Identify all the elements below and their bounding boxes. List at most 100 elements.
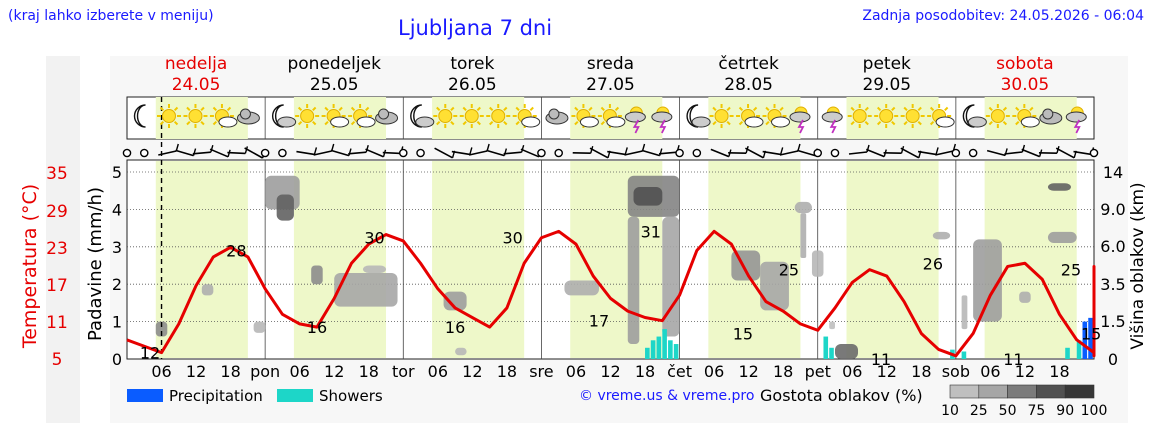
wind-barb: [175, 149, 194, 157]
credit-link[interactable]: © vreme.us & vreme.pro: [579, 388, 755, 404]
sun-ray: [738, 120, 744, 126]
sun-ray: [988, 106, 993, 112]
hour-tick-label: 18: [497, 362, 517, 381]
cloud-blob: [443, 291, 467, 311]
cloud-puff: [1065, 111, 1087, 123]
temperature-label: 16: [445, 318, 465, 337]
cloud-blob: [961, 295, 968, 330]
wind-barb: [935, 150, 954, 156]
showers-swatch: [277, 389, 313, 402]
sun-ray: [212, 106, 217, 112]
cloud-blob: [633, 186, 663, 206]
wind-barb-flag: [641, 143, 646, 152]
region-hint: (kraj lahko izberete v meniju): [8, 8, 214, 24]
cloud-blob: [834, 344, 859, 359]
temperature-tick: 29: [46, 202, 68, 222]
hour-tick-label: 06: [289, 362, 309, 381]
sun-ray: [489, 120, 494, 126]
wind-barb: [451, 150, 470, 156]
sun-ray: [1029, 106, 1034, 112]
wind-barb: [434, 147, 453, 159]
day-short-label: tor: [392, 362, 415, 381]
hour-tick-label: 12: [738, 362, 758, 381]
sun-ray: [712, 120, 717, 126]
sun-ray: [876, 106, 882, 112]
page-title: Ljubljana 7 dni: [398, 16, 553, 40]
moon-cloud-icon: [962, 104, 987, 128]
hour-tick-label: 06: [428, 362, 448, 381]
day-name: ponedeljek: [287, 54, 381, 74]
sun-disk: [852, 109, 867, 123]
cloud-puff: [579, 116, 599, 128]
wind-barb: [192, 151, 211, 155]
cloud-puff: [1020, 116, 1040, 128]
cloud-puff: [651, 111, 673, 123]
cloud-blob: [760, 261, 789, 311]
temperature-label: 25: [779, 261, 799, 280]
cloud-puff: [624, 111, 646, 123]
cloud-density-label: Gostota oblakov (%): [760, 386, 923, 405]
sun-ray: [515, 120, 520, 126]
cloud-puff: [330, 116, 350, 128]
cloud-icon: [545, 108, 569, 125]
wind-barb: [641, 149, 661, 157]
sun-ray: [765, 120, 770, 126]
sun-ray: [476, 120, 481, 126]
daylight-band: [846, 161, 939, 358]
cloud-blob: [973, 239, 1002, 322]
lightning-bolt: [659, 119, 667, 134]
temperature-line: [126, 229, 1096, 358]
wind-barb: [1004, 151, 1023, 155]
sun-ray: [574, 120, 579, 126]
sun-ray: [503, 120, 508, 126]
wind-barb: [865, 148, 885, 158]
density-swatch: [1007, 384, 1037, 399]
sun-ray: [159, 120, 165, 126]
wind-barb-flag: [210, 145, 214, 153]
cloud-blob: [311, 265, 323, 285]
last-updated: Zadnja posodobitev: 24.05.2026 - 06:04: [862, 8, 1144, 24]
density-swatch: [1064, 384, 1095, 399]
cloud-blob: [362, 265, 387, 273]
wind-barb: [986, 149, 1006, 157]
temperature-axis-title: Temperatura (°C): [19, 184, 41, 349]
calm-wind-marker: [675, 148, 684, 158]
day-short-label: sre: [529, 362, 553, 381]
cloud-blob: [253, 321, 266, 333]
day-date: 26.05: [448, 75, 497, 95]
wind-barb: [313, 150, 332, 156]
sun-ray: [944, 106, 949, 112]
cloud-puff: [415, 116, 435, 128]
sun-disk: [491, 109, 506, 123]
daylight-band: [432, 161, 525, 358]
sun-ray: [324, 120, 329, 126]
hour-tick-label: 06: [704, 362, 724, 381]
sun-disk: [714, 109, 729, 123]
cloud-puff-top: [548, 108, 560, 120]
day-date: 27.05: [586, 75, 635, 95]
calm-wind-marker: [813, 148, 823, 158]
sun-ray: [489, 106, 494, 112]
sun-ray: [850, 106, 855, 112]
density-swatch: [978, 384, 1008, 399]
temperature-label: 26: [923, 254, 943, 273]
wind-barb: [796, 149, 816, 157]
density-step-label: 90: [1056, 403, 1074, 419]
sun-ray: [726, 120, 731, 126]
thunder-icon: [651, 106, 673, 134]
cloud-puff: [691, 116, 711, 128]
precipitation-tick: 3: [112, 238, 122, 257]
partly-cloudy-icon: [321, 104, 350, 128]
sun-ray: [929, 120, 935, 126]
wind-barb: [330, 149, 350, 157]
day-short-label: pet: [805, 362, 831, 381]
sun-ray: [515, 106, 520, 112]
sun-ray: [186, 120, 191, 126]
wind-barb: [365, 148, 384, 158]
cloud-blob: [1047, 231, 1077, 244]
wind-barb: [745, 147, 764, 159]
sun-ray: [1002, 106, 1008, 112]
sun-icon: [486, 104, 511, 128]
temperature-label: 28: [226, 242, 246, 261]
day-name: petek: [863, 54, 911, 74]
